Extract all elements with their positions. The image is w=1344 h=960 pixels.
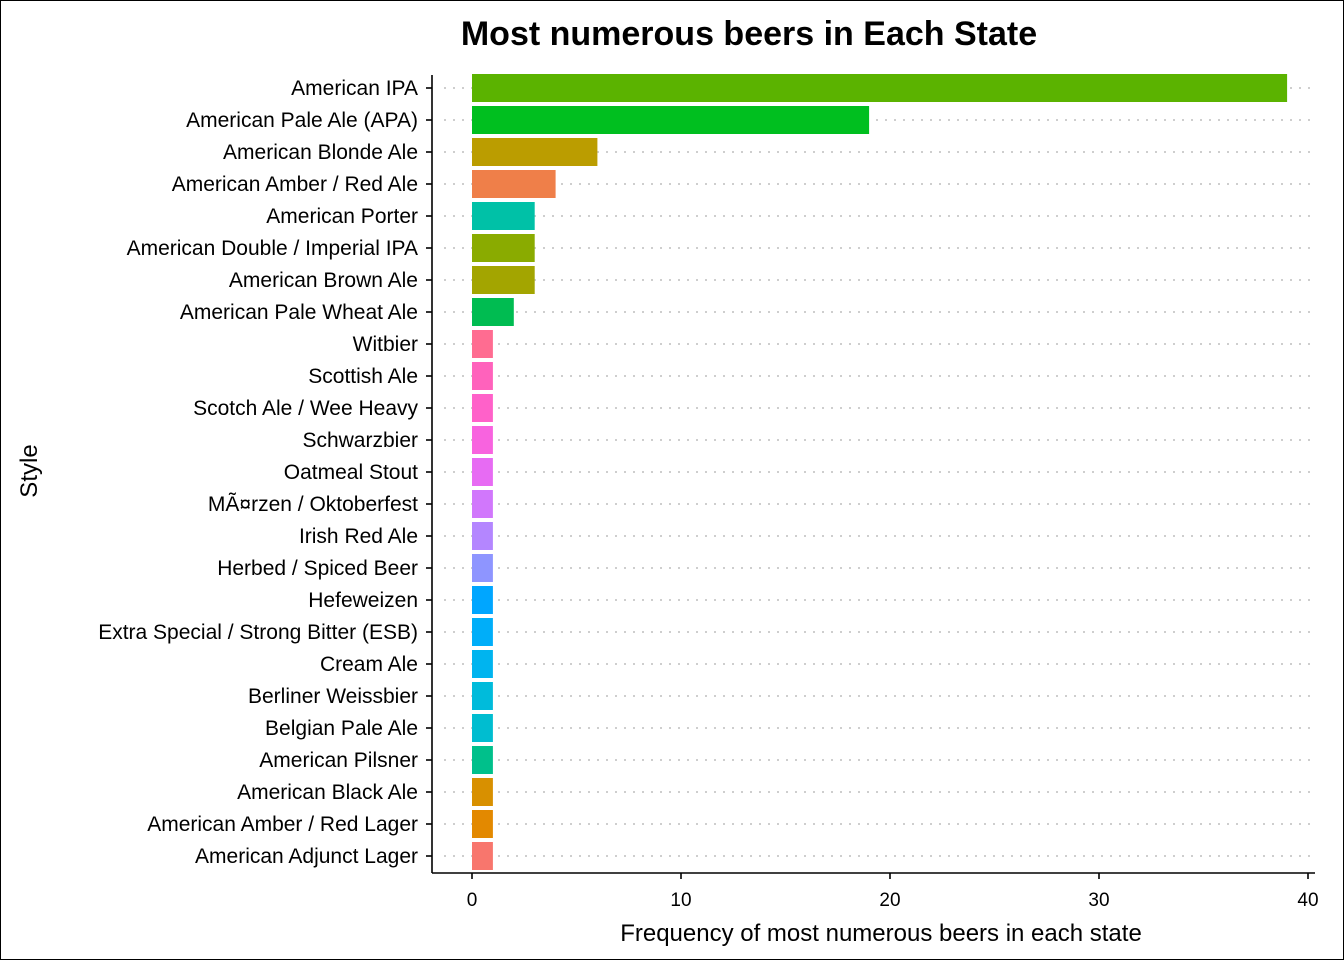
y-tick-label: Berliner Weissbier <box>248 685 418 708</box>
y-tick-label: Cream Ale <box>320 653 418 676</box>
bar <box>472 554 493 582</box>
bar <box>472 138 598 166</box>
y-tick-label: Oatmeal Stout <box>284 461 418 484</box>
chart-title: Most numerous beers in Each State <box>461 15 1037 53</box>
y-tick-label: Scottish Ale <box>308 365 418 388</box>
y-tick-label: Extra Special / Strong Bitter (ESB) <box>98 621 418 644</box>
y-tick-label: American Black Ale <box>237 781 418 804</box>
bar <box>472 650 493 678</box>
y-axis-label: Style <box>16 444 43 497</box>
bar <box>472 522 493 550</box>
bar <box>472 362 493 390</box>
y-tick-label: American Amber / Red Ale <box>172 173 418 196</box>
bar <box>472 714 493 742</box>
y-tick-label: Witbier <box>353 333 418 356</box>
bar <box>472 746 493 774</box>
bar <box>472 266 535 294</box>
y-tick-label: American Blonde Ale <box>223 141 418 164</box>
x-tick-label: 30 <box>1088 890 1109 911</box>
x-tick-label: 20 <box>879 890 900 911</box>
bar <box>472 330 493 358</box>
bar <box>472 394 493 422</box>
bar <box>472 490 493 518</box>
bar <box>472 170 556 198</box>
y-tick-label: American Double / Imperial IPA <box>127 237 418 260</box>
y-tick-label: American Amber / Red Lager <box>147 813 418 836</box>
bar <box>472 298 514 326</box>
y-tick-label: MÃ¤rzen / Oktoberfest <box>208 492 418 516</box>
y-tick-label: Belgian Pale Ale <box>265 717 418 740</box>
y-tick-label: American Pale Ale (APA) <box>186 109 418 132</box>
bar <box>472 202 535 230</box>
x-axis-ticks: 0 10 20 30 40 <box>467 873 1319 911</box>
bar <box>472 810 493 838</box>
y-tick-label: American Porter <box>266 205 418 228</box>
bar <box>472 74 1288 102</box>
y-tick-label: American Pale Wheat Ale <box>180 301 418 324</box>
grid-lines <box>444 87 1315 857</box>
bar <box>472 426 493 454</box>
y-tick-label: American Adjunct Lager <box>195 845 418 868</box>
x-tick-label: 10 <box>670 890 691 911</box>
bar <box>472 778 493 806</box>
y-axis-category-labels: American IPA American Pale Ale (APA) Ameri… <box>98 77 432 868</box>
y-tick-label: Scotch Ale / Wee Heavy <box>193 397 418 420</box>
y-tick-label: Schwarzbier <box>302 429 418 452</box>
y-tick-label: Irish Red Ale <box>299 525 418 548</box>
x-tick-label: 0 <box>467 890 478 911</box>
bars <box>472 74 1288 870</box>
x-tick-label: 40 <box>1297 890 1318 911</box>
y-tick-label: American Pilsner <box>259 749 418 772</box>
bar <box>472 586 493 614</box>
bar <box>472 458 493 486</box>
y-tick-label: American Brown Ale <box>229 269 418 292</box>
bar <box>472 106 870 134</box>
x-axis-label: Frequency of most numerous beers in each… <box>620 920 1142 947</box>
y-tick-label: American IPA <box>291 77 418 100</box>
bar <box>472 618 493 646</box>
y-tick-label: Hefeweizen <box>308 589 418 612</box>
y-tick-label: Herbed / Spiced Beer <box>217 557 418 580</box>
bar <box>472 234 535 262</box>
bar <box>472 842 493 870</box>
bar <box>472 682 493 710</box>
